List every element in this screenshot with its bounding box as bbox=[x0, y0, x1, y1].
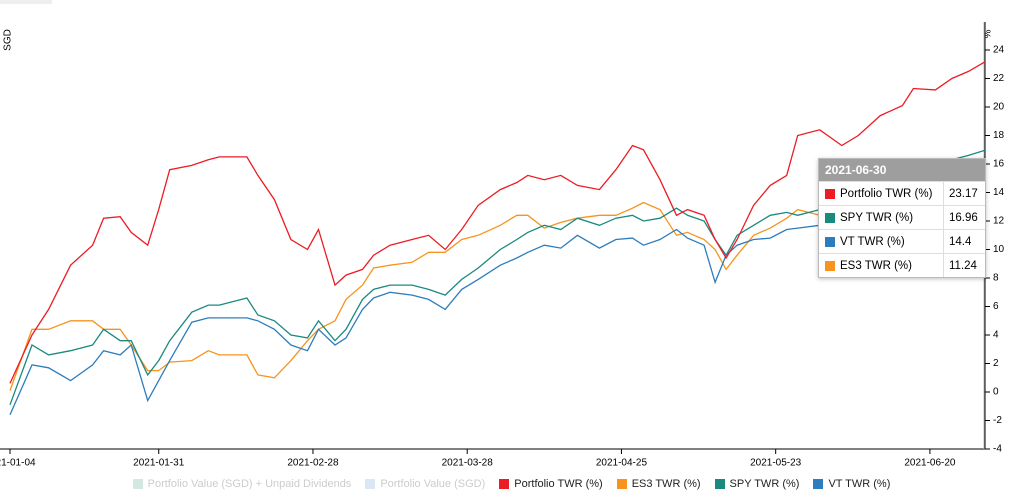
series-line bbox=[9, 149, 986, 406]
chart: SGD % -4-20246810121416182022242021-01-0… bbox=[0, 0, 1005, 469]
legend-item[interactable]: Portfolio Value (SGD) + Unpaid Dividends bbox=[132, 478, 352, 490]
legend-label: Portfolio Value (SGD) bbox=[380, 478, 486, 490]
legend-label: Portfolio TWR (%) bbox=[514, 478, 603, 490]
legend-label: VT TWR (%) bbox=[828, 478, 891, 490]
y-tick-label: 0 bbox=[993, 387, 999, 398]
y-tick-label: 2 bbox=[993, 358, 999, 369]
x-tick-label: 2021-04-25 bbox=[596, 458, 648, 469]
series-line bbox=[9, 61, 986, 384]
y-tick-label: 22 bbox=[993, 73, 1005, 84]
tooltip: 2021-06-30 Portfolio TWR (%) 23.17 SPY TW… bbox=[818, 158, 986, 278]
legend-swatch bbox=[499, 479, 510, 489]
tooltip-swatch bbox=[825, 236, 835, 247]
tooltip-row: Portfolio TWR (%) 23.17 bbox=[819, 181, 985, 205]
tooltip-swatch bbox=[825, 212, 835, 223]
tooltip-name: Portfolio TWR (%) bbox=[840, 187, 933, 200]
y-tick-label: 10 bbox=[993, 244, 1005, 255]
tooltip-date: 2021-06-30 bbox=[819, 159, 985, 181]
right-axis-label: % bbox=[980, 30, 991, 39]
tooltip-value: 11.24 bbox=[949, 259, 977, 272]
x-tick-label: 2021-06-20 bbox=[904, 458, 956, 469]
legend-label: ES3 TWR (%) bbox=[631, 478, 701, 490]
legend-swatch bbox=[714, 479, 725, 489]
y-tick-label: 4 bbox=[993, 330, 999, 341]
legend-item[interactable]: ES3 TWR (%) bbox=[616, 478, 701, 490]
x-tick-label: 2021-05-23 bbox=[750, 458, 802, 469]
tooltip-name: ES3 TWR (%) bbox=[840, 259, 912, 272]
legend-label: Portfolio Value (SGD) + Unpaid Dividends bbox=[147, 478, 352, 490]
x-tick-label: 2021-03-28 bbox=[442, 458, 494, 469]
tooltip-value: 14.4 bbox=[949, 235, 972, 248]
toolbar-stub bbox=[0, 0, 52, 4]
tooltip-row: SPY TWR (%) 16.96 bbox=[819, 205, 985, 229]
legend-item[interactable]: Portfolio Value (SGD) bbox=[365, 478, 485, 490]
y-tick-label: 12 bbox=[993, 216, 1005, 227]
tooltip-name: SPY TWR (%) bbox=[840, 211, 914, 224]
legend-item[interactable]: SPY TWR (%) bbox=[714, 478, 800, 490]
legend-label: SPY TWR (%) bbox=[729, 478, 800, 490]
x-tick-label: 2021-02-28 bbox=[287, 458, 339, 469]
legend-item[interactable]: VT TWR (%) bbox=[813, 478, 890, 490]
y-tick-label: 18 bbox=[993, 130, 1005, 141]
legend-swatch bbox=[132, 479, 143, 489]
tooltip-swatch bbox=[825, 188, 835, 199]
y-tick-label: 6 bbox=[993, 301, 999, 312]
legend-swatch bbox=[616, 479, 627, 489]
y-tick-label: 20 bbox=[993, 102, 1005, 113]
tooltip-row: ES3 TWR (%) 11.24 bbox=[819, 253, 985, 277]
legend-swatch bbox=[813, 479, 824, 489]
legend-swatch bbox=[365, 479, 376, 489]
tooltip-name: VT TWR (%) bbox=[840, 235, 905, 248]
legend-item[interactable]: Portfolio TWR (%) bbox=[499, 478, 603, 490]
tooltip-swatch bbox=[825, 260, 835, 271]
y-tick-label: 14 bbox=[993, 187, 1005, 198]
tooltip-value: 23.17 bbox=[949, 187, 978, 200]
x-tick-label: 2021-01-04 bbox=[0, 458, 36, 469]
legend: Portfolio Value (SGD) + Unpaid Dividends… bbox=[0, 474, 1023, 494]
tooltip-value: 16.96 bbox=[949, 211, 978, 224]
series-line bbox=[9, 186, 986, 416]
y-tick-label: -2 bbox=[993, 415, 1002, 426]
y-tick-label: -4 bbox=[993, 444, 1002, 455]
y-tick-label: 8 bbox=[993, 273, 999, 284]
tooltip-row: VT TWR (%) 14.4 bbox=[819, 229, 985, 253]
left-axis-label: SGD bbox=[3, 29, 14, 51]
y-tick-label: 16 bbox=[993, 159, 1005, 170]
series-line bbox=[9, 201, 986, 391]
x-tick-label: 2021-01-31 bbox=[133, 458, 185, 469]
y-tick-label: 24 bbox=[993, 45, 1005, 56]
